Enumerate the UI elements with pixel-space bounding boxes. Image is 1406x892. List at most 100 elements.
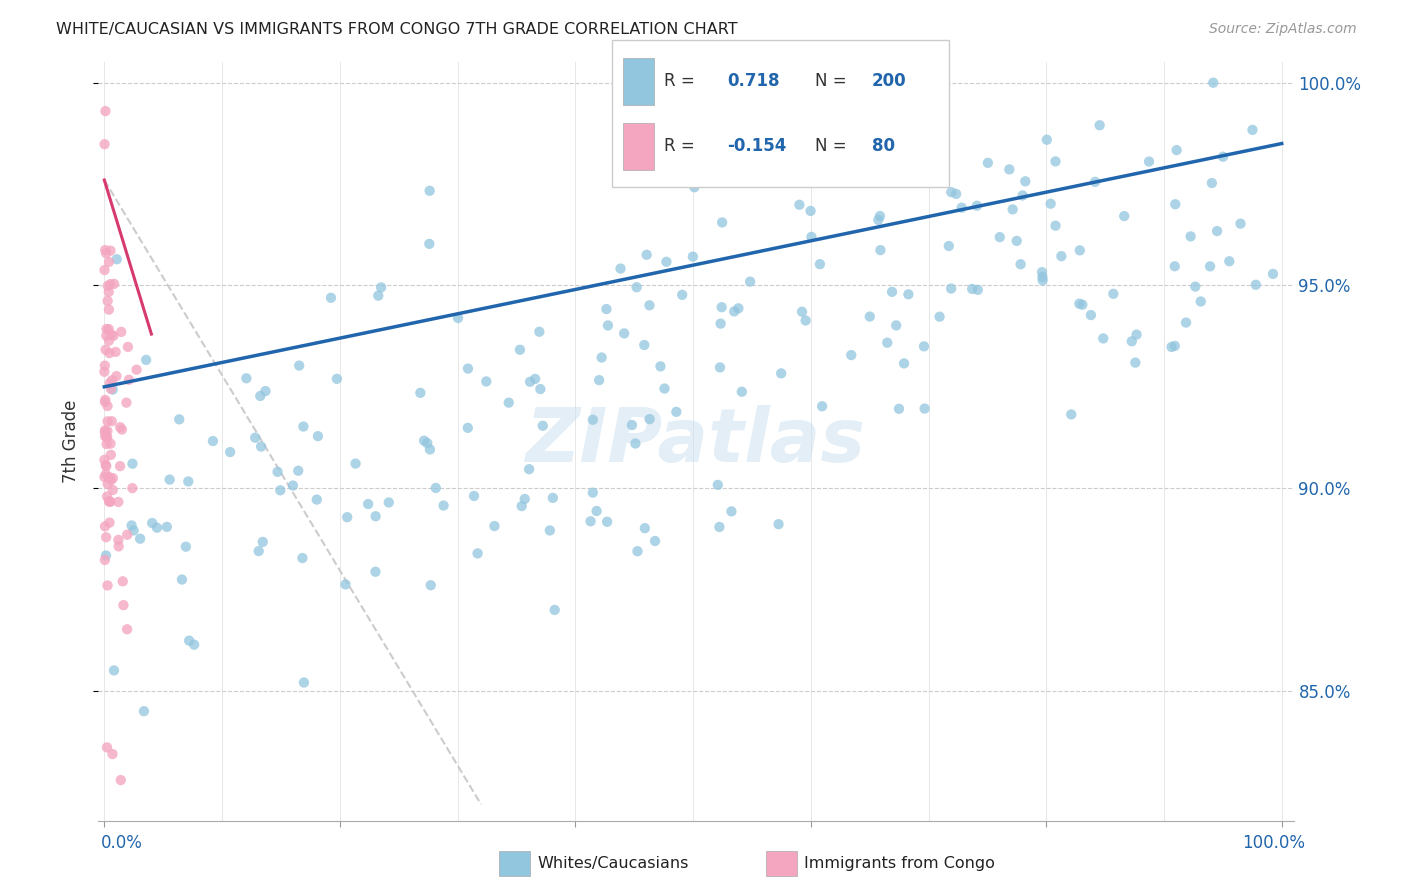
Point	[94, 549, 117, 563]
Point	[94, 343, 117, 357]
Point	[291, 551, 314, 566]
Point	[97, 255, 120, 269]
Point	[419, 578, 441, 592]
Point	[254, 384, 277, 398]
Point	[1164, 197, 1187, 211]
Point	[467, 546, 489, 560]
Point	[250, 440, 273, 454]
Point	[96, 414, 118, 428]
Point	[1229, 217, 1251, 231]
Point	[893, 356, 915, 370]
Point	[94, 553, 117, 567]
Point	[97, 278, 120, 293]
Point	[101, 383, 124, 397]
Point	[1080, 308, 1102, 322]
Point	[636, 248, 658, 262]
Point	[509, 343, 531, 357]
Point	[219, 445, 242, 459]
Point	[245, 431, 267, 445]
Point	[1045, 154, 1067, 169]
Point	[731, 384, 754, 399]
Point	[287, 464, 309, 478]
Point	[252, 535, 274, 549]
Point	[94, 467, 117, 481]
Point	[1031, 269, 1053, 284]
Point	[94, 429, 117, 443]
Text: R =: R =	[664, 137, 695, 155]
Point	[94, 458, 117, 472]
Point	[1125, 356, 1147, 370]
Point	[104, 345, 127, 359]
Point	[538, 524, 561, 538]
Point	[110, 325, 132, 339]
Point	[794, 313, 817, 327]
Point	[101, 373, 124, 387]
Point	[364, 509, 387, 524]
Point	[457, 421, 479, 435]
Point	[609, 261, 631, 276]
Point	[94, 425, 117, 439]
Point	[117, 340, 139, 354]
Point	[416, 436, 439, 450]
Point	[1166, 143, 1188, 157]
Point	[1010, 257, 1032, 271]
Text: Whites/Caucasians: Whites/Caucasians	[537, 856, 689, 871]
Point	[626, 544, 648, 558]
Point	[683, 169, 706, 183]
Point	[800, 230, 823, 244]
Point	[96, 322, 118, 336]
Point	[110, 773, 132, 788]
Point	[94, 395, 117, 409]
Point	[1069, 296, 1091, 310]
Point	[357, 497, 380, 511]
Point	[100, 382, 122, 396]
Point	[768, 517, 790, 532]
Point	[336, 510, 359, 524]
Point	[613, 326, 636, 341]
Point	[121, 457, 143, 471]
Point	[364, 565, 387, 579]
Point	[100, 327, 122, 342]
Point	[709, 520, 731, 534]
Point	[884, 318, 907, 333]
Point	[97, 302, 120, 317]
Point	[928, 310, 950, 324]
Point	[94, 246, 117, 260]
Point	[519, 375, 541, 389]
Point	[800, 203, 823, 218]
Text: 0.718: 0.718	[727, 72, 779, 90]
Point	[305, 492, 328, 507]
Point	[633, 338, 655, 352]
Point	[167, 412, 190, 426]
Point	[484, 519, 506, 533]
Point	[1184, 279, 1206, 293]
Point	[94, 392, 117, 407]
Point	[1050, 249, 1073, 263]
Point	[1001, 202, 1024, 217]
Point	[344, 457, 367, 471]
Point	[789, 198, 811, 212]
Text: R =: R =	[664, 72, 695, 90]
Point	[1202, 76, 1225, 90]
Point	[101, 483, 124, 497]
Point	[1088, 118, 1111, 132]
Point	[100, 436, 122, 450]
Point	[98, 346, 121, 360]
Point	[122, 524, 145, 538]
Point	[1261, 267, 1284, 281]
Point	[887, 401, 910, 416]
Point	[544, 603, 567, 617]
Point	[654, 382, 676, 396]
Point	[177, 475, 200, 489]
Point	[319, 291, 342, 305]
Point	[709, 360, 731, 375]
Point	[1069, 244, 1091, 258]
Point	[510, 499, 533, 513]
Point	[115, 395, 138, 409]
Point	[620, 418, 643, 433]
Point	[103, 664, 125, 678]
Point	[105, 252, 128, 267]
Point	[93, 453, 115, 467]
Text: ZIPatlas: ZIPatlas	[526, 405, 866, 478]
Point	[307, 429, 329, 443]
